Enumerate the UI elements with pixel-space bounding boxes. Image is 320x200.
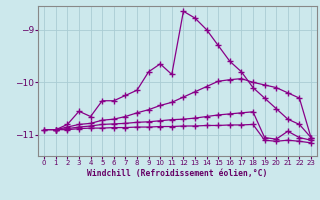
- X-axis label: Windchill (Refroidissement éolien,°C): Windchill (Refroidissement éolien,°C): [87, 169, 268, 178]
